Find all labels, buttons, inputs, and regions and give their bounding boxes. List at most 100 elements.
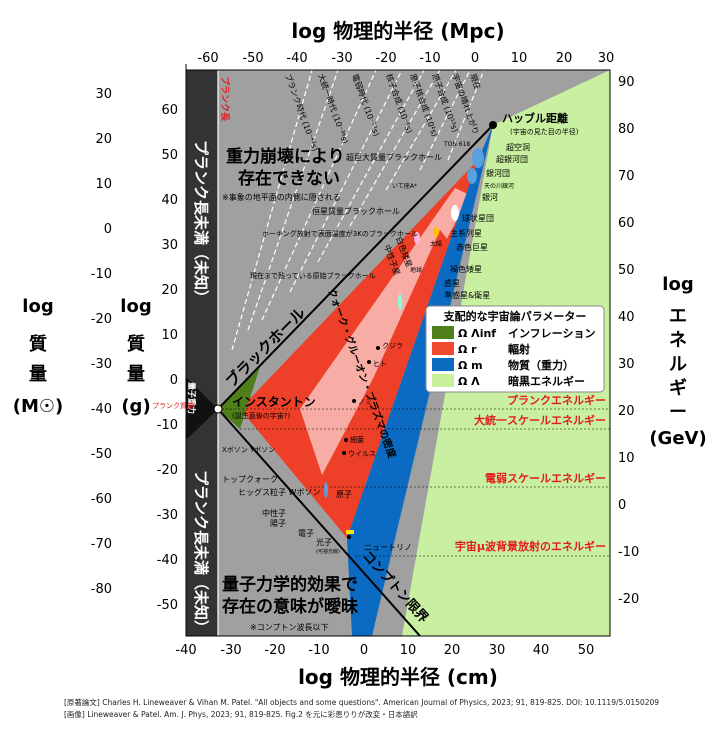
left-inner-title: log 質 量 (g) xyxy=(120,296,151,417)
tick-label: 30 xyxy=(598,51,615,66)
tick-label: 0 xyxy=(104,222,112,237)
obj-label: 原子 xyxy=(336,490,352,499)
axis-title-part: (M☉) xyxy=(13,396,64,417)
obj-label: Xボソン Yボソン xyxy=(222,446,275,454)
tick-label: 20 xyxy=(556,51,573,66)
tick-label: 20 xyxy=(161,283,178,298)
left-outer-title: log 質 量 (M☉) xyxy=(13,296,64,417)
right-ticks: 90 80 70 60 50 40 30 20 10 0 -10 -20 xyxy=(618,75,639,607)
tick-label: 10 xyxy=(161,328,178,343)
energy-label: プランクエネルギー xyxy=(507,393,606,407)
tick-label: -40 xyxy=(175,643,196,658)
tick-label: 10 xyxy=(95,177,112,192)
hubble-note: (宇宙の見た目の半径) xyxy=(510,127,579,136)
obj-label: 光子 xyxy=(316,537,332,547)
obj-label: 惑星 xyxy=(444,278,460,288)
obj-label: ニュートリノ xyxy=(364,543,412,552)
tick-label: -30 xyxy=(157,508,178,523)
obj-label: ヒッグス粒子 Wボソン xyxy=(238,487,320,497)
object-labels: ハッブル距離 (宇宙の見た目の半径) 超空洞 超銀河団 銀河団 天の川銀河 銀河… xyxy=(152,111,579,555)
top-axis-title: log 物理的半径 (Mpc) xyxy=(291,19,504,43)
obj-label: 現在まで残っている原始ブラックホール xyxy=(250,271,376,280)
obj-label: 褐色矮星 xyxy=(450,264,482,274)
tick-label: -30 xyxy=(331,51,352,66)
tick-label: 50 xyxy=(618,263,635,278)
region-matter xyxy=(347,125,493,636)
region-quantum-gravity xyxy=(186,377,218,440)
obj-label: クジラ xyxy=(382,342,403,350)
tick-label: -10 xyxy=(157,418,178,433)
planck-mass-label: プランク質量 xyxy=(152,401,194,410)
legend-label: 輻射 xyxy=(508,342,530,356)
obj-label: ウイルス xyxy=(348,450,376,458)
region-radiation-light2 xyxy=(332,230,448,490)
tick-label: -10 xyxy=(91,267,112,282)
tick-label: 20 xyxy=(618,404,635,419)
legend-symbol: Ω m xyxy=(458,359,483,372)
instanton-note: (誕生直後の宇宙?) xyxy=(232,411,290,420)
tick-label: 10 xyxy=(618,451,635,466)
axis-title-part: 質 xyxy=(29,333,47,355)
obj-label: 太陽 xyxy=(430,240,442,248)
obj-label: ヒト xyxy=(373,360,387,368)
tick-label: -20 xyxy=(264,643,285,658)
axis-title-part: ー xyxy=(669,402,687,423)
tick-label: -50 xyxy=(242,51,263,66)
obj-label: 赤色巨星 xyxy=(456,242,488,252)
top-ticks: -60 -50 -40 -30 -20 -10 0 10 20 30 xyxy=(197,51,614,66)
left-inner-ticks: 60 50 40 30 20 10 0 -10 -20 -30 -40 -50 xyxy=(157,103,178,613)
axis-title-part: ギ xyxy=(669,378,687,399)
tick-label: -60 xyxy=(197,51,218,66)
tick-label: -50 xyxy=(157,598,178,613)
tick-label: -60 xyxy=(91,492,112,507)
tick-label: 40 xyxy=(161,193,178,208)
obj-label: 陽子 xyxy=(270,519,286,528)
obj-label: 銀河団 xyxy=(486,168,510,178)
tick-label: 30 xyxy=(161,238,178,253)
tick-label: -20 xyxy=(91,312,112,327)
tick-label: 0 xyxy=(618,498,626,513)
obj-label: 細菌 xyxy=(350,435,364,444)
planck-length: プランク長 xyxy=(219,76,231,122)
obj-label: 銀河 xyxy=(482,192,498,202)
tick-label: -10 xyxy=(308,643,329,658)
axis-title-part: ル xyxy=(669,354,687,375)
planck-unknown-bottom: プランク長未満（未知） xyxy=(192,470,210,635)
planck-unknown-top: プランク長未満（未知） xyxy=(192,140,210,305)
caption-source: [原著論文] Charles H. Lineweaver & Vihan M. … xyxy=(64,698,660,707)
obj-label: トップクォーク xyxy=(222,475,278,484)
bottom-axis-title: log 物理的半径 (cm) xyxy=(298,665,498,689)
axis-title-part: log xyxy=(662,274,693,295)
bottom-ticks: -40 -30 -20 -10 0 10 20 30 40 50 xyxy=(175,643,594,658)
quantum-gravity: 量子重力 xyxy=(187,382,197,414)
tick-label: 30 xyxy=(95,87,112,102)
tick-label: 90 xyxy=(618,75,635,90)
tick-label: -10 xyxy=(419,51,440,66)
legend: 支配的な宇宙論パラメーター Ω Λinf インフレーション Ω r 輻射 Ω m… xyxy=(425,305,605,393)
tick-label: -20 xyxy=(375,51,396,66)
caption-image: [画像] Lineweaver & Patel. Am. J. Phys, 20… xyxy=(64,710,418,719)
tick-label: -40 xyxy=(286,51,307,66)
tick-label: -80 xyxy=(91,582,112,597)
obj-label: 超巨大質量ブラックホール xyxy=(346,152,442,162)
tick-label: 50 xyxy=(578,643,595,658)
obj-label: TON 618 xyxy=(443,141,470,148)
right-title: log エ ネ ル ギ ー (GeV) xyxy=(649,274,706,449)
legend-symbol: Ω Λinf xyxy=(458,327,496,340)
legend-label: 暗黒エネルギー xyxy=(508,374,585,388)
axis-title-part: log xyxy=(120,296,151,317)
axis-title-part: log xyxy=(22,296,53,317)
left-outer-ticks: 30 20 10 0 -10 -20 -30 -40 -50 -60 -70 -… xyxy=(91,87,112,597)
obj-label: 準惑星&衛星 xyxy=(444,290,490,300)
axis-title-part: (GeV) xyxy=(649,428,706,449)
tick-label: 40 xyxy=(533,643,550,658)
tick-label: 10 xyxy=(511,51,528,66)
tick-label: -10 xyxy=(618,545,639,560)
legend-title: 支配的な宇宙論パラメーター xyxy=(443,309,587,323)
obj-label: 中性子 xyxy=(262,508,286,518)
legend-label: インフレーション xyxy=(508,327,595,340)
tick-label: 0 xyxy=(170,373,178,388)
legend-label: 物質（重力） xyxy=(508,358,574,372)
tick-label: 0 xyxy=(471,51,479,66)
axis-title-part: エ xyxy=(669,306,687,327)
